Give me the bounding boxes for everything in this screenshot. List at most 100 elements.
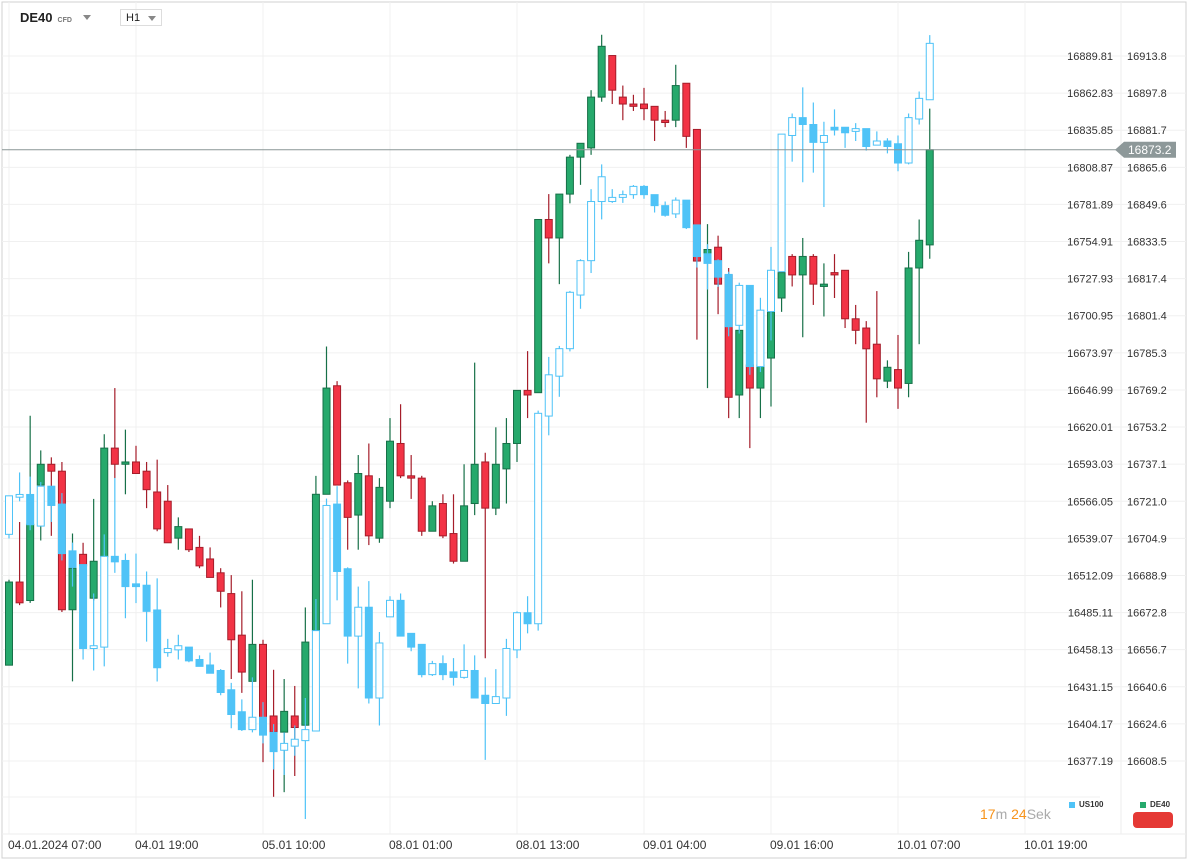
left-axis-tick-label: 16646.99 <box>1067 385 1113 397</box>
candle <box>449 494 458 564</box>
candle-body <box>216 572 225 592</box>
candle-body <box>259 716 267 736</box>
candle <box>184 528 193 553</box>
candle-body <box>894 369 902 389</box>
right-axis-tick-label: 16817.4 <box>1127 274 1167 286</box>
candle-body <box>184 528 193 551</box>
candle <box>26 476 35 531</box>
right-axis-tick-label: 16656.7 <box>1127 645 1167 657</box>
symbol-selector[interactable]: DE40 CFD <box>20 10 91 25</box>
left-axis-tick-label: 16539.07 <box>1067 533 1113 545</box>
candle <box>121 429 130 495</box>
candle-body <box>925 42 934 101</box>
candle-body <box>862 327 871 350</box>
candle-body <box>872 140 881 146</box>
candle <box>343 480 352 550</box>
candle-body <box>830 272 839 276</box>
timeframe-select[interactable]: H1 <box>120 9 162 26</box>
candle-body <box>481 461 490 509</box>
candle-body <box>460 669 469 678</box>
candle <box>481 452 490 659</box>
candle <box>343 567 352 664</box>
current-price-line: 16873.2 <box>2 141 1176 158</box>
candle <box>830 109 839 136</box>
candle-body <box>407 632 416 648</box>
candle <box>438 655 447 681</box>
candle-body <box>491 463 500 509</box>
candle-body <box>206 664 215 674</box>
candle-body <box>47 463 56 472</box>
right-axis-tick-label: 16833.5 <box>1127 237 1167 249</box>
candle <box>470 362 479 516</box>
candle-body <box>470 669 479 699</box>
candle <box>216 568 225 608</box>
candle <box>301 697 310 820</box>
candle-body <box>756 309 765 368</box>
candle-body <box>830 126 839 131</box>
candle-body <box>36 463 45 486</box>
current-price-label: 16873.2 <box>1128 143 1172 157</box>
candle <box>396 404 405 479</box>
candle-body <box>333 385 342 486</box>
candle <box>629 185 638 199</box>
left-axis-tick-label: 16754.91 <box>1067 237 1113 249</box>
candle <box>89 498 98 601</box>
left-axis-tick-label: 16700.95 <box>1067 311 1113 323</box>
candle-body <box>417 477 426 532</box>
candle <box>449 658 458 686</box>
candle-body <box>269 731 278 753</box>
candle-body <box>15 581 24 604</box>
candle <box>618 190 627 203</box>
right-axis-tick-label: 16785.3 <box>1127 348 1167 360</box>
chevron-down-icon[interactable] <box>82 15 91 20</box>
candle <box>798 87 807 183</box>
candle <box>714 259 723 287</box>
candle <box>925 35 934 101</box>
candle <box>216 669 225 696</box>
candle-body <box>904 117 913 164</box>
candle <box>396 593 405 637</box>
right-axis-tick-label: 16721.0 <box>1127 496 1167 508</box>
candle-body <box>671 199 680 215</box>
candle-body <box>153 609 162 669</box>
candle-body <box>132 583 140 588</box>
candle <box>544 194 553 264</box>
candle <box>735 329 744 419</box>
right-axis-tick-label: 16688.9 <box>1127 570 1167 582</box>
candle <box>248 579 257 682</box>
candle <box>915 91 924 125</box>
candle-body <box>915 97 924 120</box>
candle <box>132 445 140 475</box>
candle <box>110 388 119 479</box>
legend-item-us100[interactable]: US100 <box>1069 800 1103 809</box>
candle <box>502 418 511 504</box>
legend-item-de40[interactable]: DE40 <box>1140 800 1170 809</box>
candle-body <box>343 482 352 518</box>
candle-body <box>153 491 162 530</box>
candle <box>851 304 860 345</box>
candle-body <box>184 646 193 662</box>
candle-body <box>555 348 564 377</box>
right-axis-tick-label: 16737.1 <box>1127 459 1167 471</box>
time-axis-tick-label: 04.01.2024 07:00 <box>8 838 102 852</box>
candle <box>809 102 818 173</box>
countdown-minutes-unit: m <box>995 806 1008 822</box>
candle-body <box>714 260 723 278</box>
candle <box>206 547 215 578</box>
candle-body <box>534 218 543 394</box>
candle-body <box>79 564 88 649</box>
candle <box>491 669 500 704</box>
candle-body <box>460 505 469 562</box>
candle <box>311 598 320 732</box>
candle <box>438 494 447 539</box>
candle <box>587 90 596 155</box>
candle <box>502 638 511 716</box>
candle-body <box>481 694 490 704</box>
candle <box>407 455 416 499</box>
candle-body <box>195 546 204 567</box>
candle <box>756 364 765 419</box>
candle-body <box>248 643 257 682</box>
de40-price-badge <box>1133 812 1173 828</box>
candle-body <box>142 584 151 612</box>
